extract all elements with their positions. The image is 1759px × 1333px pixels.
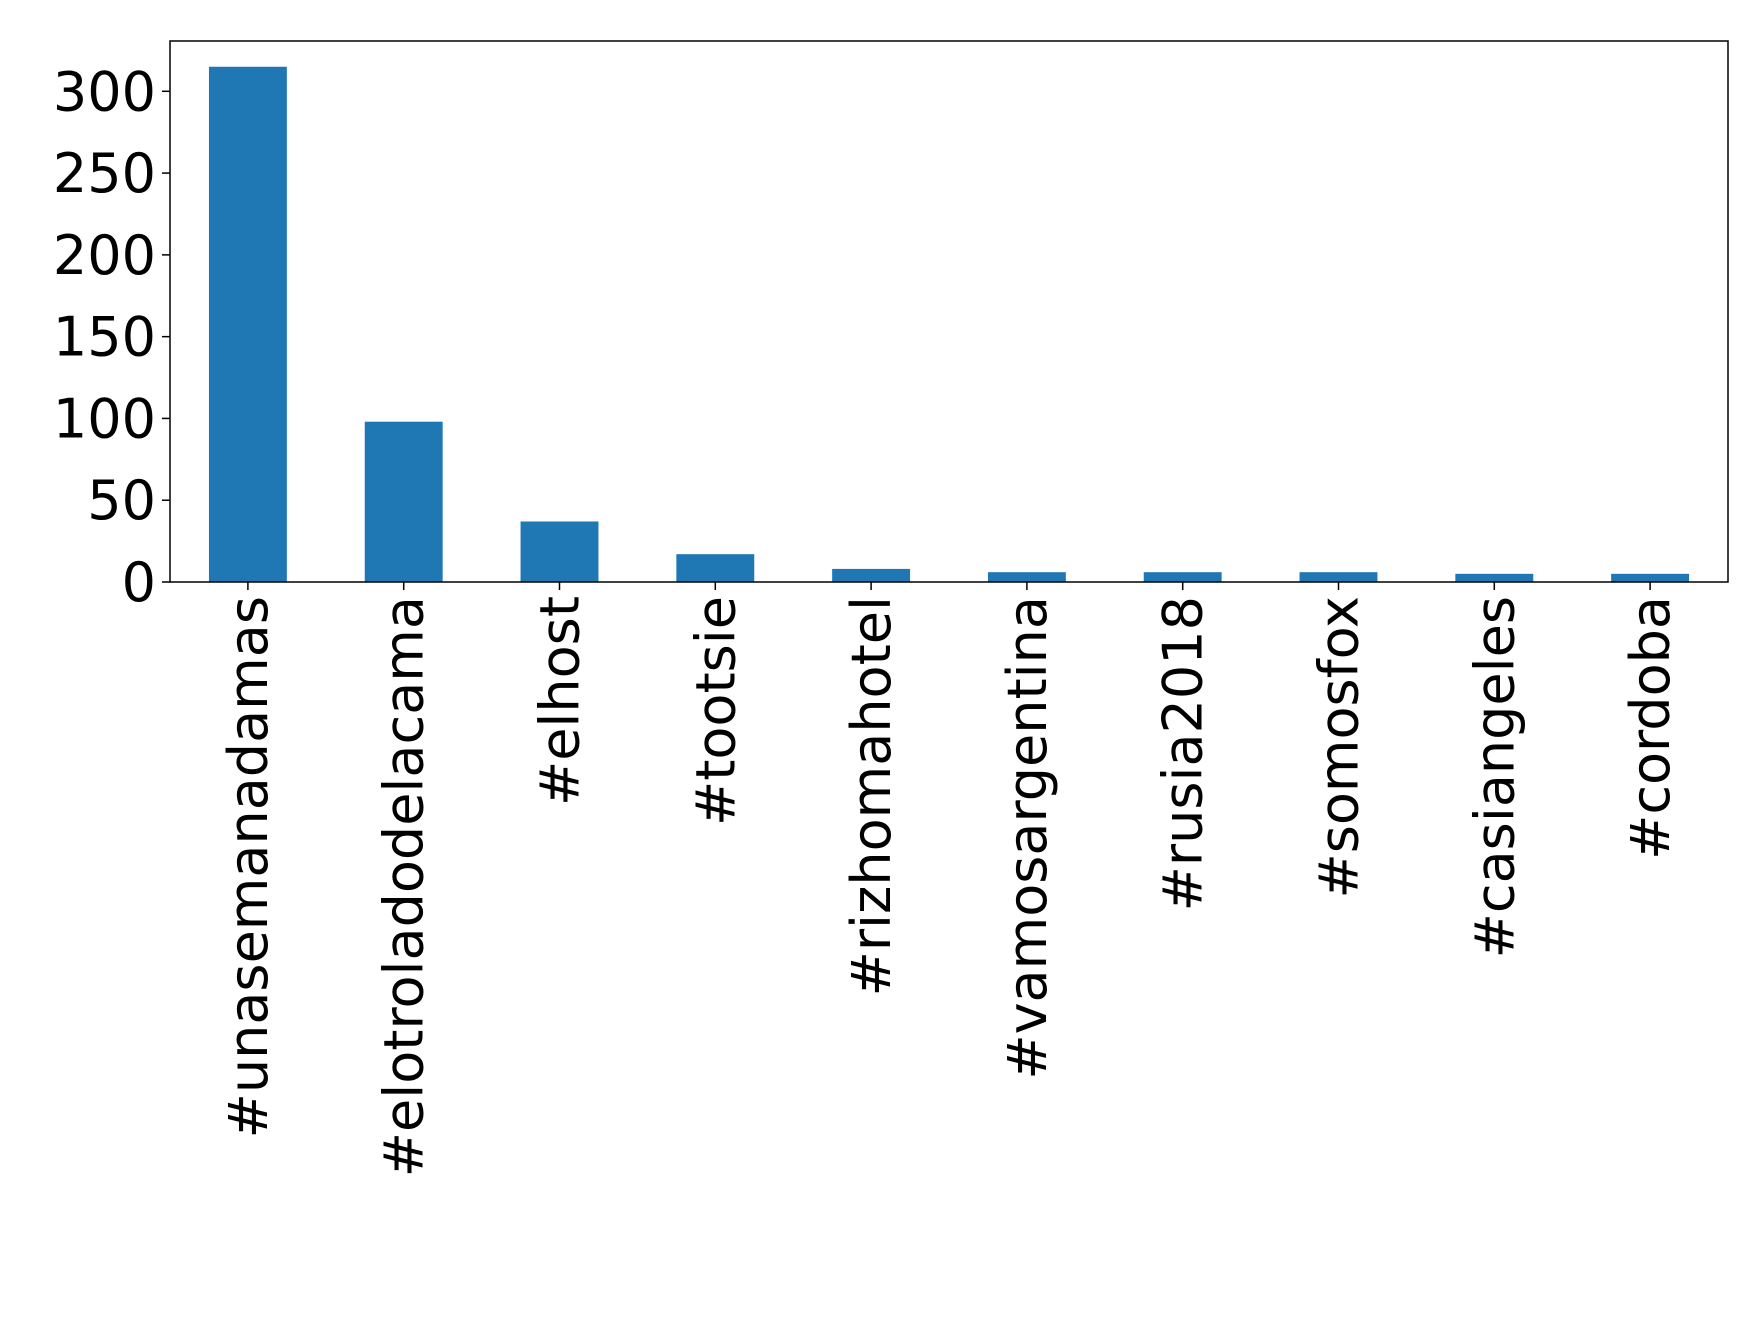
bar (1143, 572, 1222, 582)
bar (1455, 573, 1534, 582)
bar (987, 572, 1066, 582)
bar (208, 66, 287, 582)
bar (1299, 572, 1378, 582)
plot-frame (169, 40, 1729, 583)
y-tick-label: 100 (53, 387, 156, 450)
y-tick-label: 200 (53, 224, 156, 287)
x-tick-label: #rusia2018 (1152, 596, 1215, 911)
x-tick-label: #cordoba (1619, 596, 1682, 860)
y-tick-label: 300 (53, 60, 156, 123)
bar (364, 421, 443, 582)
x-tick-label: #casiangeles (1463, 596, 1526, 958)
y-tick-label: 250 (53, 142, 156, 205)
x-tick-label: #tootsie (684, 596, 747, 826)
x-tick-label: #elotroladodelacama (373, 596, 436, 1177)
y-tick-label: 50 (87, 469, 156, 532)
bar (1611, 573, 1690, 582)
x-tick-label: #unasemanadamas (217, 596, 280, 1138)
bar (676, 554, 755, 582)
bar (832, 568, 911, 582)
bar (520, 521, 599, 582)
y-tick-label: 150 (53, 306, 156, 369)
x-tick-label: #somosfox (1308, 596, 1371, 899)
x-tick-label: #elhost (529, 596, 592, 806)
y-tick-label: 0 (122, 551, 156, 614)
x-tick-label: #rizhomahotel (840, 596, 903, 996)
x-tick-label: #vamosargentina (996, 596, 1059, 1080)
